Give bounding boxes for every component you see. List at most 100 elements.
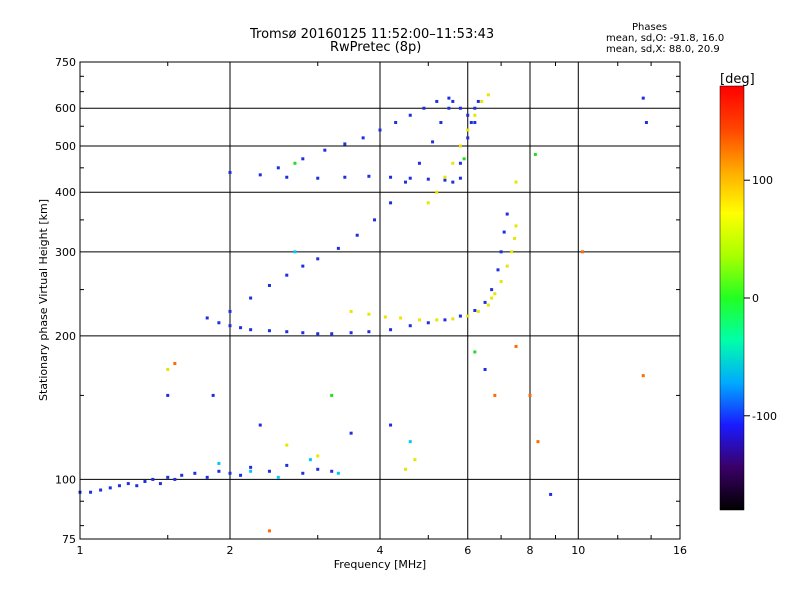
data-point	[389, 175, 393, 179]
data-point	[486, 303, 490, 307]
data-point	[143, 479, 147, 483]
data-point	[336, 471, 340, 475]
data-point	[458, 144, 462, 148]
data-point	[413, 458, 417, 462]
y-tick-label: 200	[55, 330, 76, 343]
data-point	[249, 328, 253, 332]
data-point	[389, 423, 393, 427]
data-point	[641, 374, 645, 378]
colorbar-tick-label: 100	[752, 174, 773, 187]
data-point	[117, 484, 121, 488]
data-point	[126, 482, 130, 486]
data-point	[473, 350, 477, 354]
data-point	[486, 93, 490, 97]
data-point	[458, 161, 462, 165]
data-points	[78, 93, 648, 533]
data-point	[173, 477, 177, 481]
data-point	[514, 180, 518, 184]
data-point	[355, 233, 359, 237]
data-point	[249, 469, 253, 473]
data-point	[458, 106, 462, 110]
data-point	[476, 99, 480, 103]
data-point	[258, 173, 262, 177]
y-tick-label: 75	[62, 533, 76, 546]
data-point	[466, 314, 470, 318]
data-point	[383, 315, 387, 319]
data-point	[549, 492, 553, 496]
data-point	[469, 121, 473, 125]
data-point	[473, 106, 477, 110]
data-point	[473, 113, 477, 117]
data-point	[443, 318, 447, 322]
y-axis-ticks: 75 100 200 300 400 500 600 750	[55, 56, 680, 546]
x-tick-label: 8	[527, 544, 534, 557]
plot-frame	[79, 61, 681, 540]
y-tick-label: 300	[55, 246, 76, 259]
y-axis-label: Stationary phase Virtual Height [km]	[37, 199, 50, 401]
data-point	[435, 318, 439, 322]
data-point	[330, 332, 334, 336]
x-tick-label: 1	[77, 544, 84, 557]
data-point	[267, 329, 271, 333]
colorbar-label: [deg]	[720, 72, 755, 87]
data-point	[462, 157, 466, 161]
data-point	[205, 475, 209, 479]
chart-subtitle: RwPretec (8p)	[330, 40, 422, 55]
data-point	[267, 469, 271, 473]
data-point	[451, 99, 455, 103]
data-point	[228, 471, 232, 475]
x-tick-label: 4	[377, 544, 384, 557]
grid-lines	[80, 62, 680, 539]
data-point	[408, 324, 412, 328]
data-point	[528, 393, 532, 397]
data-point	[458, 176, 462, 180]
data-point	[239, 326, 243, 330]
data-point	[513, 236, 517, 240]
data-point	[301, 331, 305, 335]
data-point	[293, 250, 297, 254]
data-point	[483, 367, 487, 371]
data-point	[336, 246, 340, 250]
data-point	[426, 177, 430, 181]
data-point	[367, 330, 371, 334]
x-axis-ticks: 1 2 4 6 8 10 16	[77, 62, 687, 557]
data-point	[533, 152, 537, 156]
data-point	[443, 175, 447, 179]
data-point	[249, 296, 253, 300]
x-tick-label: 2	[227, 544, 234, 557]
data-point	[316, 467, 320, 471]
data-point	[285, 330, 289, 334]
data-point	[301, 264, 305, 268]
data-point	[349, 331, 353, 335]
data-point	[316, 332, 320, 336]
data-point	[211, 393, 215, 397]
data-point	[473, 121, 477, 125]
data-point	[435, 190, 439, 194]
data-point	[483, 300, 487, 304]
data-point	[426, 321, 430, 325]
data-point	[505, 264, 509, 268]
data-point	[480, 99, 484, 103]
data-point	[276, 166, 280, 170]
data-point	[493, 292, 497, 296]
data-point	[490, 288, 494, 292]
data-point	[166, 393, 170, 397]
data-point	[439, 121, 443, 125]
y-tick-label: 600	[55, 102, 76, 115]
data-point	[447, 96, 451, 100]
data-point	[644, 121, 648, 125]
data-point	[316, 257, 320, 261]
data-point	[343, 175, 347, 179]
data-point	[435, 99, 439, 103]
data-point	[343, 142, 347, 146]
data-point	[514, 224, 518, 228]
colorbar-tick-label: 0	[752, 292, 759, 305]
data-point	[422, 106, 426, 110]
colorbar-gradient	[719, 85, 745, 511]
y-tick-label: 100	[55, 473, 76, 486]
data-point	[293, 161, 297, 165]
data-point	[249, 465, 253, 469]
chart-title: Tromsø 20160125 11:52:00–11:53:43	[250, 27, 495, 42]
phases-legend-o: mean, sd,O: -91.8, 16.0	[606, 33, 725, 44]
